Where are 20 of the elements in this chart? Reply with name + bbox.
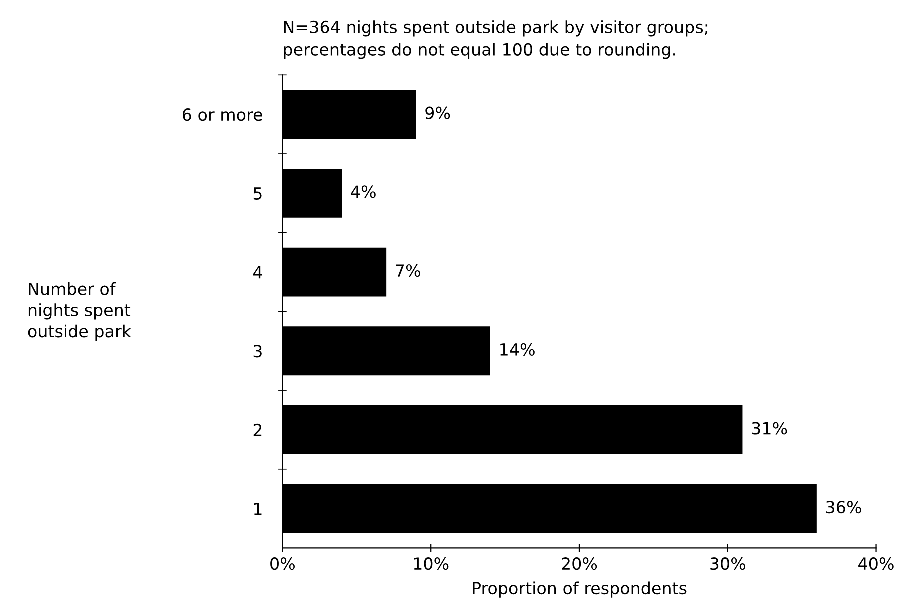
y-axis-title: Number of nights spent outside park (28, 282, 132, 341)
x-tick-label: 10% (414, 558, 449, 570)
x-tick-label: 0% (270, 558, 295, 570)
x-axis-title: Proportion of respondents (473, 582, 687, 598)
data-label: 4% (351, 186, 376, 198)
y-tick-label: 2 (254, 424, 262, 436)
x-tick-label: 20% (562, 558, 598, 570)
y-tick-label: 1 (254, 502, 262, 516)
data-label: 9% (426, 106, 450, 120)
y-tick-label: 4 (253, 266, 262, 279)
data-label: 36% (826, 501, 862, 514)
data-label: 31% (752, 422, 788, 435)
chart-title: N=364 nights spent outside park by visitor groups; percentages do not equal 100 due to rounding. (284, 20, 708, 60)
data-label: 14% (500, 343, 535, 356)
x-tick-label: 40% (858, 558, 894, 570)
y-tick-label: 3 (254, 345, 262, 358)
y-tick-label: 5 (254, 188, 262, 200)
x-tick-label: 30% (710, 558, 746, 570)
data-label: 7% (396, 264, 420, 278)
y-tick-label: 6 or more (183, 108, 262, 122)
